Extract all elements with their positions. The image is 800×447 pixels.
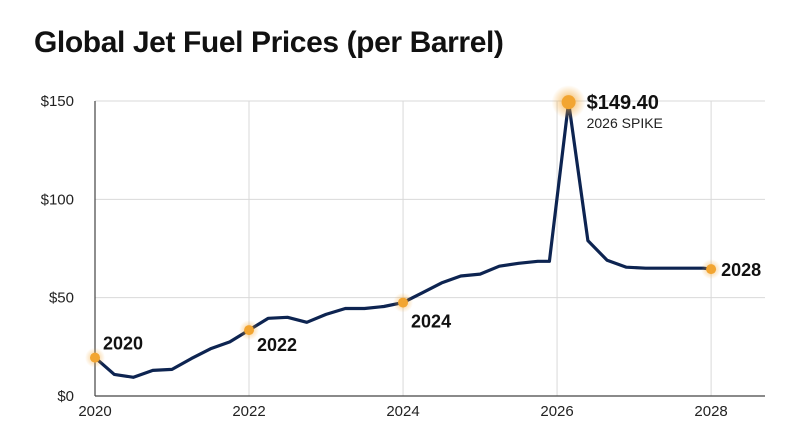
spike-marker <box>561 95 576 110</box>
chart-title: Global Jet Fuel Prices (per Barrel) <box>34 26 504 59</box>
label-layer: $0 $50 $100 $150 2020 2022 2024 2026 2028 2020 202… <box>41 92 762 420</box>
highlight-year-label: 2022 <box>257 335 297 355</box>
marker-layer <box>85 85 722 368</box>
x-tick-label: 2028 <box>694 403 727 420</box>
spike-sub-label: 2026 SPIKE <box>587 115 663 131</box>
highlight-year-label: 2028 <box>721 260 761 280</box>
highlight-marker <box>90 352 100 363</box>
highlight-marker <box>398 297 409 308</box>
spike-value-label: $149.40 <box>587 92 659 114</box>
grid-lines <box>95 100 765 396</box>
y-tick-label: $50 <box>49 290 74 307</box>
y-tick-label: $100 <box>41 191 74 208</box>
y-tick-label: $0 <box>57 388 74 405</box>
price-series-line <box>93 100 713 379</box>
x-tick-label: 2024 <box>386 403 419 420</box>
highlight-marker <box>244 325 255 336</box>
x-tick-label: 2026 <box>540 403 573 420</box>
highlight-marker <box>706 264 717 275</box>
series-layer <box>93 100 713 379</box>
highlight-year-label: 2024 <box>411 312 451 332</box>
y-tick-label: $150 <box>41 93 74 110</box>
axes <box>94 101 765 397</box>
x-tick-label: 2020 <box>78 403 111 420</box>
highlight-year-label: 2020 <box>103 334 143 354</box>
x-tick-label: 2022 <box>232 403 265 420</box>
